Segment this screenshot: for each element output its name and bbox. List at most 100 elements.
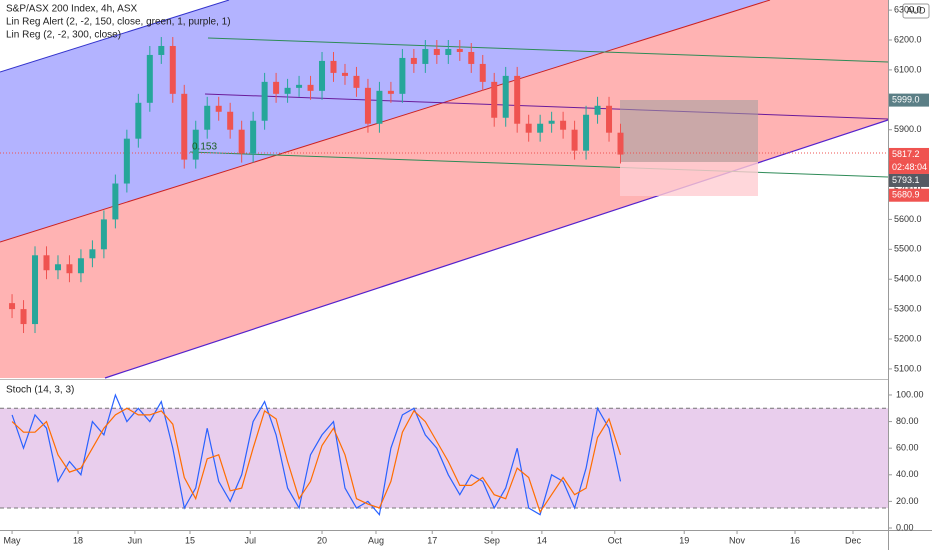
x-tick-label: 14 [537, 535, 547, 545]
candle-body [100, 219, 107, 250]
channel-mid [0, 0, 771, 243]
candle-body [123, 138, 130, 184]
y-tick-label: 20.00 [896, 496, 919, 506]
candle-body [479, 63, 486, 82]
candle-body [296, 84, 303, 88]
y-tick-label: 100.00 [896, 389, 924, 399]
x-tick-label: 17 [427, 535, 437, 545]
candle-body [410, 57, 417, 64]
chart-title: S&P/ASX 200 Index, 4h, ASX [6, 4, 138, 15]
regression-upper [207, 37, 889, 63]
candle-body [261, 81, 268, 121]
regression-lower [189, 151, 889, 178]
y-tick-label: 5100.0 [894, 363, 922, 373]
candle-body [9, 303, 16, 310]
candle-body [181, 93, 188, 160]
lower-channel [0, 0, 888, 378]
countdown: 02:48:04 [892, 162, 927, 172]
x-tick-label: 18 [73, 535, 83, 545]
candle-body [319, 60, 326, 91]
price-axis [888, 0, 932, 550]
x-tick-label: 15 [185, 535, 195, 545]
candle-body [32, 255, 39, 325]
y-tick-label: 40.00 [896, 469, 919, 479]
x-tick-label: 19 [679, 535, 689, 545]
candle-body [548, 120, 555, 124]
y-tick-label: 5900.0 [894, 124, 922, 134]
price-tag [889, 147, 929, 161]
y-tick-label: 5400.0 [894, 274, 922, 284]
candle-body [66, 264, 73, 274]
candle-body [606, 105, 613, 133]
y-tick-label: 60.00 [896, 443, 919, 453]
candle-body [250, 120, 257, 154]
x-tick-label: 16 [790, 535, 800, 545]
candle-body [89, 249, 96, 259]
x-tick-label: Aug [368, 535, 384, 545]
candle-body [43, 255, 50, 271]
candle-body [238, 129, 245, 154]
candle-body [341, 72, 348, 76]
price-tag-label: 5793.1 [892, 175, 920, 185]
indicator-label: Lin Reg (2, -2, 300, close) [6, 30, 121, 41]
x-tick-label: Nov [729, 535, 746, 545]
candle-body [537, 123, 544, 133]
annotation: 0.153 [192, 142, 217, 153]
candle-body [20, 309, 27, 325]
y-tick-label: 5500.0 [894, 244, 922, 254]
candle-body [399, 57, 406, 94]
candle-body [445, 48, 452, 55]
candle-body [422, 48, 429, 64]
candle-body [227, 111, 234, 130]
stoch-line [11, 393, 622, 517]
candle-body [583, 114, 590, 151]
candle-body [502, 75, 509, 118]
x-tick-label: Dec [845, 535, 862, 545]
y-tick-label: 80.00 [896, 416, 919, 426]
candle-body [387, 90, 394, 94]
y-tick-label: 6300.0 [894, 4, 922, 14]
candle-body [617, 132, 624, 155]
candle-body [54, 264, 61, 271]
stoch-line [11, 407, 622, 514]
channel-top [0, 0, 230, 73]
candles [9, 37, 624, 334]
candle-body [215, 105, 222, 112]
candle-body [330, 60, 337, 73]
x-tick-label: Jun [128, 535, 143, 545]
candle-body [204, 105, 211, 130]
y-tick-label: 5300.0 [894, 303, 922, 313]
candle-body [456, 48, 463, 52]
y-tick-label: 6200.0 [894, 34, 922, 44]
target-box [620, 100, 758, 162]
y-tick-label: 6100.0 [894, 64, 922, 74]
stop-box [620, 162, 758, 196]
y-tick-label: 5600.0 [894, 214, 922, 224]
currency-box [902, 3, 930, 19]
price-tag [889, 173, 929, 187]
x-tick-label: Jul [245, 535, 257, 545]
currency: AUD [906, 5, 926, 15]
candle-body [571, 129, 578, 151]
y-tick-label: 0.00 [896, 522, 914, 532]
stoch-band [0, 408, 888, 509]
price-tag-label: 5680.9 [892, 190, 920, 200]
candle-body [273, 81, 280, 94]
price-tag [889, 93, 929, 107]
candle-body [135, 102, 142, 139]
candle-body [525, 123, 532, 133]
price-tag [889, 188, 929, 202]
candle-body [284, 87, 291, 94]
regression-mid [204, 93, 889, 120]
candle-body [433, 48, 440, 55]
candle-body [158, 45, 165, 55]
price-tag-label: 5817.2 [892, 149, 920, 159]
candle-body [307, 84, 314, 91]
candle-body [594, 105, 601, 115]
candle-body [77, 258, 84, 274]
stoch-title: Stoch (14, 3, 3) [6, 385, 74, 396]
countdown-tag [889, 160, 929, 174]
y-tick-label: 5200.0 [894, 333, 922, 343]
candle-body [169, 45, 176, 94]
